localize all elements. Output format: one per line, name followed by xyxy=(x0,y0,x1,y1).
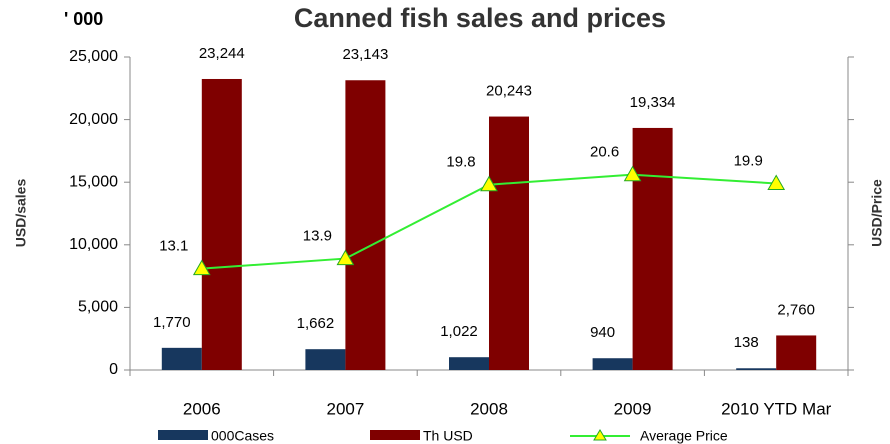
bar xyxy=(592,358,633,370)
legend-swatch xyxy=(370,430,420,440)
y-tick-label: 10,000 xyxy=(69,236,118,253)
bar xyxy=(489,116,529,370)
legend-label: 000Cases xyxy=(211,428,274,444)
y-tick-label: 20,000 xyxy=(69,111,118,128)
x-tick-label: 2009 xyxy=(614,399,652,418)
bar xyxy=(161,347,202,370)
value-label: 19.8 xyxy=(446,154,475,171)
value-label: 20,243 xyxy=(486,83,532,100)
value-label: 13.1 xyxy=(159,238,188,255)
y-axis-label: USD/sales xyxy=(13,179,29,248)
x-tick-label: 2010 YTD Mar xyxy=(721,399,832,418)
value-label: 19,334 xyxy=(630,94,676,111)
legend-label: Th USD xyxy=(423,428,473,444)
chart-title: Canned fish sales and prices xyxy=(294,3,666,33)
value-label: 23,244 xyxy=(199,45,245,62)
value-label: 1,662 xyxy=(297,315,335,332)
price-marker xyxy=(192,259,211,276)
price-marker xyxy=(623,165,642,182)
legend-marker xyxy=(593,429,607,441)
value-label: 23,143 xyxy=(342,46,388,63)
bar xyxy=(345,80,386,371)
bar xyxy=(776,335,817,370)
bar xyxy=(736,368,777,370)
price-marker xyxy=(767,174,786,190)
value-label: 940 xyxy=(590,324,615,341)
y-tick-label: 25,000 xyxy=(69,48,118,65)
price-marker xyxy=(336,249,355,266)
bar xyxy=(305,349,346,370)
price-marker xyxy=(480,175,498,192)
value-label: 20.6 xyxy=(590,144,619,161)
bar xyxy=(201,78,242,371)
value-label: 13.9 xyxy=(303,228,332,245)
x-tick-label: 2006 xyxy=(183,399,221,418)
value-label: 138 xyxy=(734,334,759,351)
y2-axis-label: USD/Price xyxy=(869,179,885,247)
y-tick-label: 0 xyxy=(109,361,118,378)
value-label: 2,760 xyxy=(777,301,815,318)
bar xyxy=(449,357,489,370)
bar xyxy=(632,127,673,370)
value-label: 1,770 xyxy=(153,314,191,331)
legend-swatch xyxy=(158,430,208,440)
value-label: 19.9 xyxy=(734,152,763,169)
value-label: 1,022 xyxy=(440,323,478,340)
x-tick-label: 2007 xyxy=(326,399,364,418)
y-tick-label: 5,000 xyxy=(78,299,118,316)
y-tick-label: 15,000 xyxy=(69,173,118,190)
legend-label: Average Price xyxy=(640,428,728,444)
x-tick-label: 2008 xyxy=(470,399,508,418)
unit-note: ' 000 xyxy=(64,9,103,29)
